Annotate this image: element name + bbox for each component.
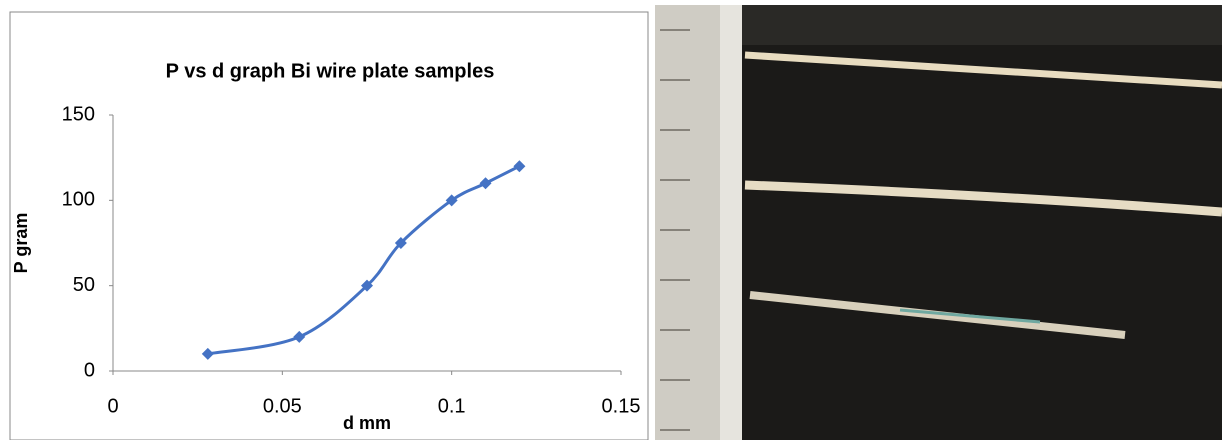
data-point xyxy=(201,347,214,360)
data-point xyxy=(293,330,306,343)
y-tick-label: 100 xyxy=(62,189,95,211)
chart-title: P vs d graph Bi wire plate samples xyxy=(166,60,495,82)
y-tick-label: 150 xyxy=(62,103,95,125)
x-tick-label: 0.1 xyxy=(438,395,466,417)
chart-frame xyxy=(9,11,649,441)
data-point xyxy=(513,160,526,173)
x-tick-label: 0.05 xyxy=(263,395,302,417)
data-point xyxy=(445,194,458,207)
y-tick-label: 50 xyxy=(73,274,95,296)
data-point xyxy=(479,177,492,190)
x-axis-title: d mm xyxy=(343,413,391,433)
x-tick-label: 0.15 xyxy=(602,395,641,417)
data-point xyxy=(394,237,407,249)
y-tick-label: 0 xyxy=(84,359,95,381)
photo xyxy=(655,5,1222,440)
data-point xyxy=(361,279,373,292)
y-axis-title: P gram xyxy=(11,213,31,274)
x-tick-label: 0 xyxy=(107,395,118,417)
